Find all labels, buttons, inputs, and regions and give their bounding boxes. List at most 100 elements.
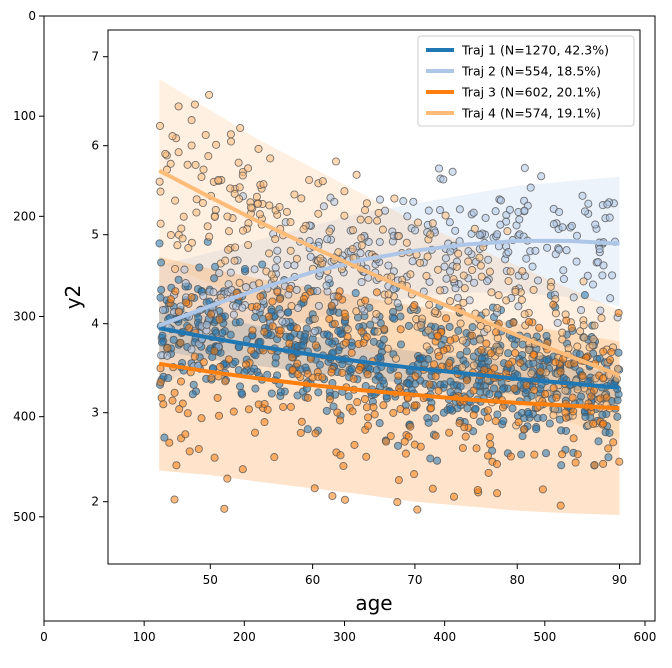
scatter-point	[220, 504, 229, 513]
scatter-point	[413, 218, 423, 227]
scatter-point	[409, 197, 418, 206]
scatter-point	[558, 328, 567, 337]
scatter-point	[271, 263, 280, 272]
scatter-point	[485, 433, 494, 442]
scatter-point	[180, 265, 189, 274]
scatter-point	[464, 247, 473, 256]
scatter-point	[462, 376, 471, 385]
scatter-point	[286, 218, 295, 227]
scatter-point	[486, 440, 495, 449]
scatter-point	[165, 438, 174, 447]
scatter-point	[357, 241, 366, 250]
scatter-point	[157, 285, 166, 294]
scatter-point	[173, 241, 182, 250]
fit-line	[158, 326, 620, 390]
scatter-point	[469, 410, 478, 420]
scatter-point	[210, 347, 219, 356]
scatter-point	[580, 333, 589, 342]
scatter-point	[198, 198, 207, 208]
scatter-point	[378, 225, 387, 234]
y-tick-label: 5	[91, 228, 99, 242]
scatter-point	[402, 407, 411, 416]
scatter-point	[389, 408, 398, 417]
scatter-point	[504, 349, 513, 358]
scatter-point	[446, 377, 455, 386]
scatter-point	[311, 341, 320, 350]
scatter-point	[596, 394, 605, 403]
scatter-point	[475, 230, 484, 239]
scatter-point	[178, 234, 187, 243]
scatter-point	[286, 402, 295, 411]
scatter-point	[469, 386, 478, 395]
scatter-point	[483, 451, 493, 460]
scatter-point	[422, 342, 431, 351]
scatter-point	[476, 261, 485, 270]
scatter-point	[433, 265, 443, 274]
scatter-point	[171, 196, 180, 205]
scatter-point	[360, 206, 370, 215]
scatter-point	[558, 223, 567, 232]
scatter-point	[247, 346, 256, 355]
scatter-point	[558, 335, 567, 344]
scatter-point	[190, 100, 199, 109]
scatter-point	[411, 226, 420, 235]
scatter-point	[322, 281, 331, 290]
scatter-point	[185, 323, 194, 332]
scatter-point	[475, 253, 484, 262]
scatter-point	[528, 262, 537, 271]
scatter-point	[410, 470, 419, 479]
scatter-point	[271, 359, 280, 368]
scatter-point	[231, 243, 240, 252]
scatter-point	[425, 380, 434, 389]
scatter-point	[604, 444, 613, 453]
scatter-point	[555, 245, 564, 254]
scatter-point	[502, 296, 511, 305]
scatter-point	[329, 402, 338, 411]
scatter-point	[241, 283, 251, 292]
scatter-point	[246, 203, 255, 212]
scatter-point	[589, 335, 598, 344]
scatter-point	[284, 308, 293, 317]
scatter-point	[333, 408, 342, 417]
scatter-point	[229, 407, 238, 416]
scatter-point	[481, 213, 490, 222]
scatter-point	[423, 252, 432, 261]
scatter-point	[213, 393, 222, 402]
scatter-point	[203, 222, 212, 231]
scatter-point	[364, 216, 373, 225]
scatter-point	[158, 305, 168, 315]
scatter-point	[300, 332, 309, 341]
scatter-point	[464, 257, 473, 266]
scatter-point	[256, 292, 265, 301]
scatter-point	[445, 218, 454, 227]
scatter-point	[564, 344, 573, 353]
scatter-point	[221, 256, 230, 265]
scatter-point	[449, 492, 459, 501]
scatter-point	[482, 339, 491, 348]
scatter-point	[578, 371, 587, 380]
scatter-point	[157, 258, 166, 267]
scatter-point	[338, 368, 347, 377]
scatter-point	[446, 297, 455, 306]
scatter-point	[350, 440, 359, 449]
scatter-point	[226, 130, 235, 139]
scatter-point	[613, 412, 622, 421]
scatter-point	[594, 437, 603, 446]
scatter-point	[303, 393, 312, 402]
scatter-point	[336, 451, 345, 460]
scatter-point	[283, 260, 292, 269]
scatter-point	[318, 177, 327, 186]
scatter-point	[559, 274, 568, 284]
scatter-point	[348, 407, 357, 416]
scatter-point	[445, 322, 454, 331]
scatter-point	[374, 208, 383, 217]
scatter-point	[352, 170, 361, 179]
scatter-point	[379, 335, 388, 344]
scatter-point	[373, 216, 382, 225]
scatter-point	[174, 102, 183, 111]
scatter-point	[496, 196, 505, 205]
scatter-point	[184, 243, 193, 253]
scatter-point	[549, 300, 558, 309]
scatter-point	[270, 453, 279, 462]
scatter-point	[431, 431, 440, 440]
